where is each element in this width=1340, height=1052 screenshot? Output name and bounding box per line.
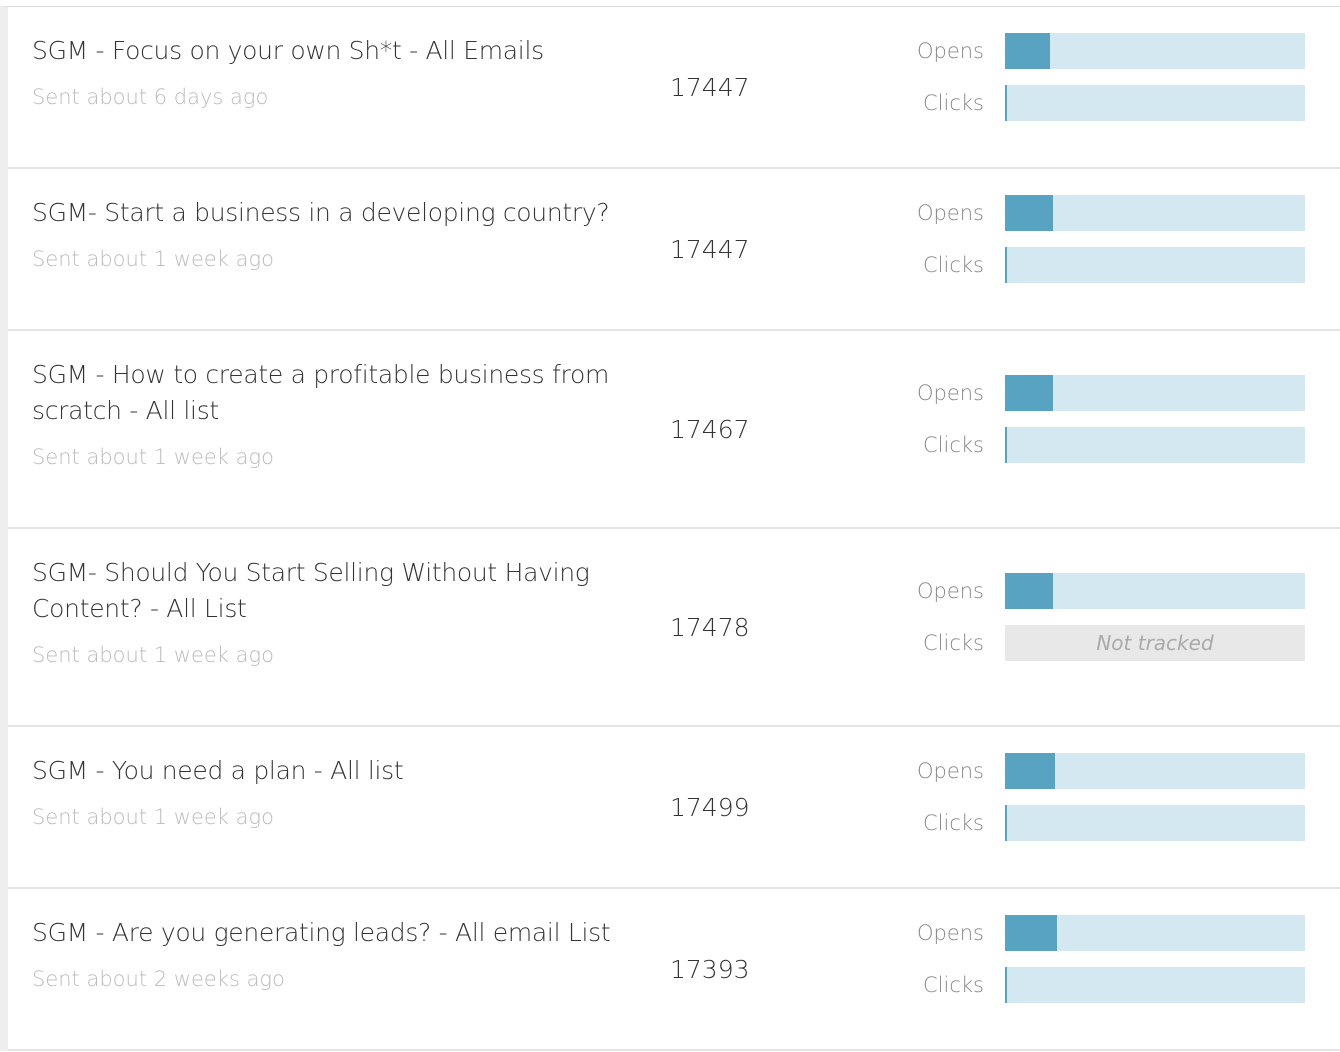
- opens-bar: [1005, 195, 1053, 231]
- clicks-bar: [1005, 427, 1007, 463]
- clicks-track: [1005, 805, 1305, 841]
- campaign-title: SGM - Are you generating leads? - All em…: [32, 918, 611, 947]
- opens-track: [1005, 195, 1305, 231]
- campaign-title: SGM - Focus on your own Sh*t - All Email…: [32, 36, 544, 65]
- sent-time: Sent about 6 days ago: [32, 85, 269, 109]
- opens-label: Opens: [916, 201, 984, 225]
- clicks-stat: Clicks Not tracked: [888, 625, 1305, 661]
- stats: Opens Clicks: [888, 169, 1305, 309]
- clicks-track: [1005, 967, 1305, 1003]
- opens-track: [1005, 375, 1305, 411]
- clicks-bar: [1005, 247, 1007, 283]
- opens-track: [1005, 753, 1305, 789]
- campaign-row[interactable]: SGM - Focus on your own Sh*t - All Email…: [8, 7, 1340, 169]
- opens-track: [1005, 915, 1305, 951]
- campaign-info: SGM - You need a plan - All list Sent abo…: [32, 753, 642, 835]
- opens-stat: Opens: [888, 375, 1305, 411]
- stats: Opens Clicks: [888, 889, 1305, 1029]
- opens-track: [1005, 33, 1305, 69]
- clicks-label: Clicks: [923, 631, 984, 655]
- campaign-row[interactable]: SGM- Start a business in a developing co…: [8, 169, 1340, 331]
- clicks-stat: Clicks: [888, 247, 1305, 283]
- opens-label: Opens: [916, 39, 984, 63]
- opens-bar: [1005, 375, 1053, 411]
- stats: Opens Clicks Not tracked: [888, 529, 1305, 705]
- campaign-row[interactable]: SGM - Are you generating leads? - All em…: [8, 889, 1340, 1051]
- opens-label: Opens: [916, 921, 984, 945]
- campaign-info: SGM - Are you generating leads? - All em…: [32, 915, 642, 997]
- stats: Opens Clicks: [888, 331, 1305, 507]
- campaign-row[interactable]: SGM- Should You Start Selling Without Ha…: [8, 529, 1340, 727]
- recipient-count: 17447: [670, 72, 750, 102]
- campaign-title: SGM - How to create a profitable busines…: [32, 360, 610, 425]
- recipient-count: 17467: [670, 414, 750, 444]
- opens-bar: [1005, 915, 1057, 951]
- opens-stat: Opens: [888, 33, 1305, 69]
- campaign-row[interactable]: SGM - How to create a profitable busines…: [8, 331, 1340, 529]
- clicks-label: Clicks: [923, 253, 984, 277]
- sent-time: Sent about 1 week ago: [32, 643, 274, 667]
- clicks-stat: Clicks: [888, 427, 1305, 463]
- sent-time: Sent about 1 week ago: [32, 247, 274, 271]
- campaign-info: SGM- Should You Start Selling Without Ha…: [32, 555, 642, 673]
- campaign-info: SGM - How to create a profitable busines…: [32, 357, 642, 475]
- opens-track: [1005, 573, 1305, 609]
- opens-stat: Opens: [888, 753, 1305, 789]
- sent-time: Sent about 2 weeks ago: [32, 967, 285, 991]
- clicks-label: Clicks: [923, 433, 984, 457]
- clicks-stat: Clicks: [888, 805, 1305, 841]
- sent-time: Sent about 1 week ago: [32, 445, 274, 469]
- opens-bar: [1005, 753, 1056, 789]
- clicks-label: Clicks: [923, 91, 984, 115]
- clicks-label: Clicks: [923, 811, 984, 835]
- campaign-title: SGM- Start a business in a developing co…: [32, 198, 610, 227]
- opens-bar: [1005, 573, 1053, 609]
- recipient-count: 17393: [670, 954, 750, 984]
- stats: Opens Clicks: [888, 7, 1305, 147]
- clicks-label: Clicks: [923, 973, 984, 997]
- opens-bar: [1005, 33, 1050, 69]
- opens-stat: Opens: [888, 195, 1305, 231]
- clicks-track: [1005, 427, 1305, 463]
- opens-stat: Opens: [888, 915, 1305, 951]
- opens-stat: Opens: [888, 573, 1305, 609]
- stats: Opens Clicks: [888, 727, 1305, 867]
- recipient-count: 17478: [670, 612, 750, 642]
- campaign-row[interactable]: SGM - You need a plan - All list Sent abo…: [8, 727, 1340, 889]
- recipient-count: 17499: [670, 792, 750, 822]
- campaign-title: SGM- Should You Start Selling Without Ha…: [32, 558, 590, 623]
- clicks-track: [1005, 85, 1305, 121]
- campaign-title: SGM - You need a plan - All list: [32, 756, 404, 785]
- recipient-count: 17447: [670, 234, 750, 264]
- clicks-stat: Clicks: [888, 85, 1305, 121]
- not-tracked: Not tracked: [1005, 625, 1305, 661]
- clicks-bar: [1005, 85, 1007, 121]
- clicks-track: [1005, 247, 1305, 283]
- opens-label: Opens: [916, 579, 984, 603]
- opens-label: Opens: [916, 759, 984, 783]
- campaign-list: SGM - Focus on your own Sh*t - All Email…: [0, 6, 1340, 1051]
- campaign-info: SGM - Focus on your own Sh*t - All Email…: [32, 33, 642, 115]
- clicks-bar: [1005, 967, 1007, 1003]
- opens-label: Opens: [916, 381, 984, 405]
- clicks-bar: [1005, 805, 1007, 841]
- clicks-stat: Clicks: [888, 967, 1305, 1003]
- campaign-info: SGM- Start a business in a developing co…: [32, 195, 642, 277]
- sent-time: Sent about 1 week ago: [32, 805, 274, 829]
